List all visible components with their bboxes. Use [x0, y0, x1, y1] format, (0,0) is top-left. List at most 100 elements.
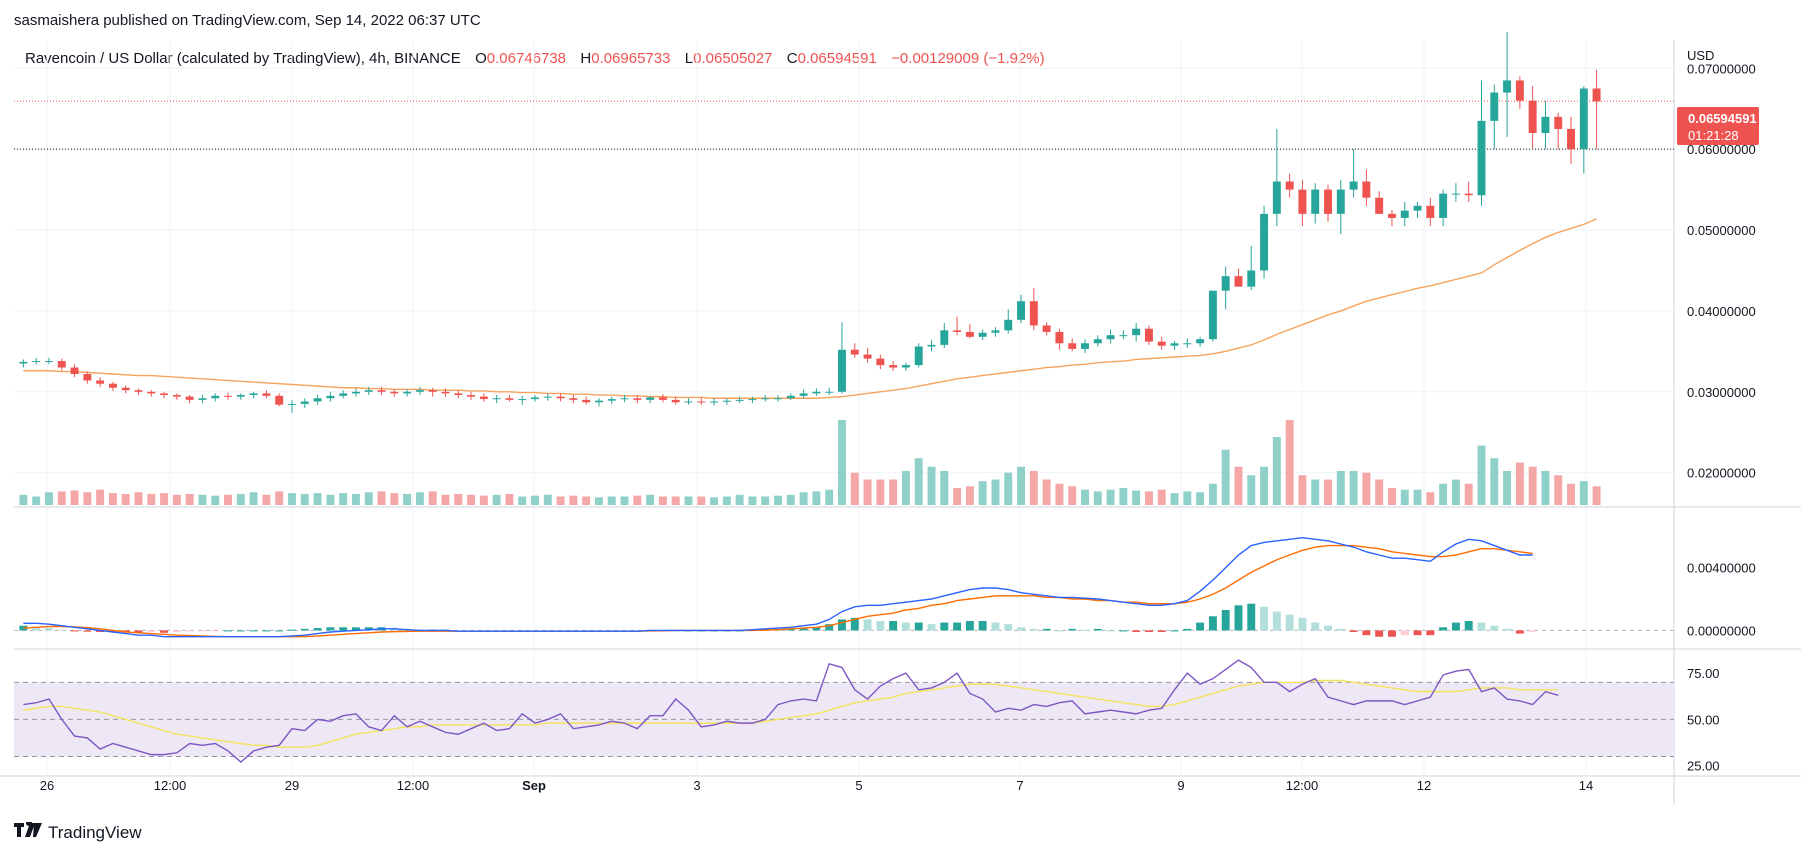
- candle-body[interactable]: [147, 391, 156, 394]
- candle-body[interactable]: [582, 399, 591, 403]
- candle-body[interactable]: [569, 398, 578, 400]
- candle-body[interactable]: [441, 391, 450, 394]
- candle-body[interactable]: [1208, 290, 1217, 340]
- candle-body[interactable]: [710, 401, 719, 403]
- candle-body[interactable]: [684, 401, 693, 403]
- candle-body[interactable]: [825, 391, 834, 393]
- candle-body[interactable]: [1042, 325, 1051, 332]
- candle-body[interactable]: [735, 399, 744, 401]
- candle-body[interactable]: [748, 399, 757, 401]
- candle-body[interactable]: [1285, 181, 1294, 190]
- candle-body[interactable]: [1528, 100, 1537, 133]
- candle-body[interactable]: [1362, 181, 1371, 198]
- candle-body[interactable]: [774, 398, 782, 400]
- candle-body[interactable]: [428, 390, 437, 392]
- candle-body[interactable]: [1272, 181, 1281, 214]
- candle-body[interactable]: [1567, 128, 1575, 150]
- candle-body[interactable]: [965, 331, 974, 337]
- candle-body[interactable]: [505, 398, 514, 400]
- candle-body[interactable]: [415, 390, 424, 392]
- candle-body[interactable]: [83, 373, 92, 381]
- candle-body[interactable]: [1375, 197, 1384, 214]
- candle-body[interactable]: [211, 395, 220, 399]
- tradingview-logo[interactable]: TradingView: [14, 820, 142, 843]
- candle-body[interactable]: [1093, 339, 1102, 344]
- candle-body[interactable]: [185, 396, 194, 400]
- candle-body[interactable]: [1439, 193, 1448, 218]
- candle-body[interactable]: [543, 396, 552, 398]
- candle-body[interactable]: [1311, 189, 1320, 214]
- candle-body[interactable]: [1451, 193, 1460, 195]
- candle-body[interactable]: [850, 349, 859, 355]
- chart-canvas[interactable]: 0.00400000 0.00000000 75.00 50.00 25.00 USD…: [0, 0, 1801, 810]
- candle-body[interactable]: [1017, 301, 1026, 320]
- candle-body[interactable]: [224, 395, 233, 397]
- candle-body[interactable]: [991, 330, 1000, 333]
- candle-body[interactable]: [1004, 319, 1013, 331]
- candle-body[interactable]: [838, 349, 846, 392]
- candle-body[interactable]: [1144, 328, 1153, 342]
- candle-body[interactable]: [531, 397, 539, 400]
- candle-body[interactable]: [901, 365, 910, 368]
- candle-body[interactable]: [953, 330, 962, 332]
- candle-body[interactable]: [607, 399, 616, 401]
- candle-body[interactable]: [32, 361, 41, 363]
- candle-body[interactable]: [198, 398, 207, 400]
- candle-body[interactable]: [863, 354, 872, 359]
- candle-body[interactable]: [914, 346, 923, 366]
- candle-body[interactable]: [134, 390, 143, 392]
- candle-body[interactable]: [1515, 80, 1524, 101]
- candle-body[interactable]: [313, 398, 322, 402]
- candle-body[interactable]: [1336, 189, 1345, 214]
- candle-body[interactable]: [300, 401, 309, 404]
- candle-body[interactable]: [1387, 213, 1396, 218]
- candle-body[interactable]: [812, 391, 821, 394]
- candle-body[interactable]: [377, 390, 386, 392]
- candle-body[interactable]: [1055, 331, 1064, 344]
- candle-body[interactable]: [940, 330, 949, 345]
- candle-body[interactable]: [492, 398, 501, 400]
- candle-body[interactable]: [1196, 339, 1205, 344]
- candle-body[interactable]: [1119, 335, 1128, 337]
- candle-body[interactable]: [594, 400, 603, 403]
- candle-body[interactable]: [70, 367, 79, 374]
- candle-body[interactable]: [1554, 116, 1563, 129]
- candle-body[interactable]: [1349, 181, 1358, 190]
- candle-body[interactable]: [275, 395, 284, 405]
- candle-body[interactable]: [1247, 270, 1256, 287]
- candle-body[interactable]: [556, 396, 565, 399]
- candle-body[interactable]: [403, 391, 412, 394]
- candle-body[interactable]: [249, 393, 258, 396]
- candle-body[interactable]: [1081, 343, 1089, 349]
- candle-body[interactable]: [1234, 276, 1243, 287]
- candle-body[interactable]: [633, 398, 642, 400]
- candle-body[interactable]: [1592, 88, 1601, 102]
- candle-body[interactable]: [1579, 88, 1588, 150]
- candle-body[interactable]: [96, 380, 105, 384]
- candle-body[interactable]: [19, 361, 28, 364]
- candle-body[interactable]: [364, 390, 373, 392]
- candle-body[interactable]: [927, 344, 936, 347]
- candle-body[interactable]: [1413, 205, 1422, 211]
- candle-body[interactable]: [339, 393, 348, 396]
- candle-body[interactable]: [876, 358, 885, 366]
- candle-body[interactable]: [172, 395, 181, 397]
- candle-body[interactable]: [722, 400, 731, 402]
- candle-body[interactable]: [1221, 276, 1230, 291]
- candle-body[interactable]: [671, 399, 680, 403]
- candle-body[interactable]: [1426, 205, 1435, 218]
- candle-body[interactable]: [1157, 341, 1166, 346]
- candle-body[interactable]: [479, 396, 488, 400]
- candle-body[interactable]: [121, 387, 130, 391]
- candle-body[interactable]: [57, 361, 66, 368]
- candle-body[interactable]: [1503, 80, 1512, 93]
- candle-body[interactable]: [1541, 116, 1550, 133]
- candle-body[interactable]: [1170, 343, 1179, 346]
- candle-body[interactable]: [1490, 92, 1499, 121]
- candle-body[interactable]: [646, 397, 655, 400]
- candle-body[interactable]: [697, 401, 706, 403]
- candle-body[interactable]: [467, 395, 476, 397]
- candle-body[interactable]: [454, 393, 463, 396]
- candle-body[interactable]: [1106, 335, 1115, 340]
- candle-body[interactable]: [1298, 189, 1307, 214]
